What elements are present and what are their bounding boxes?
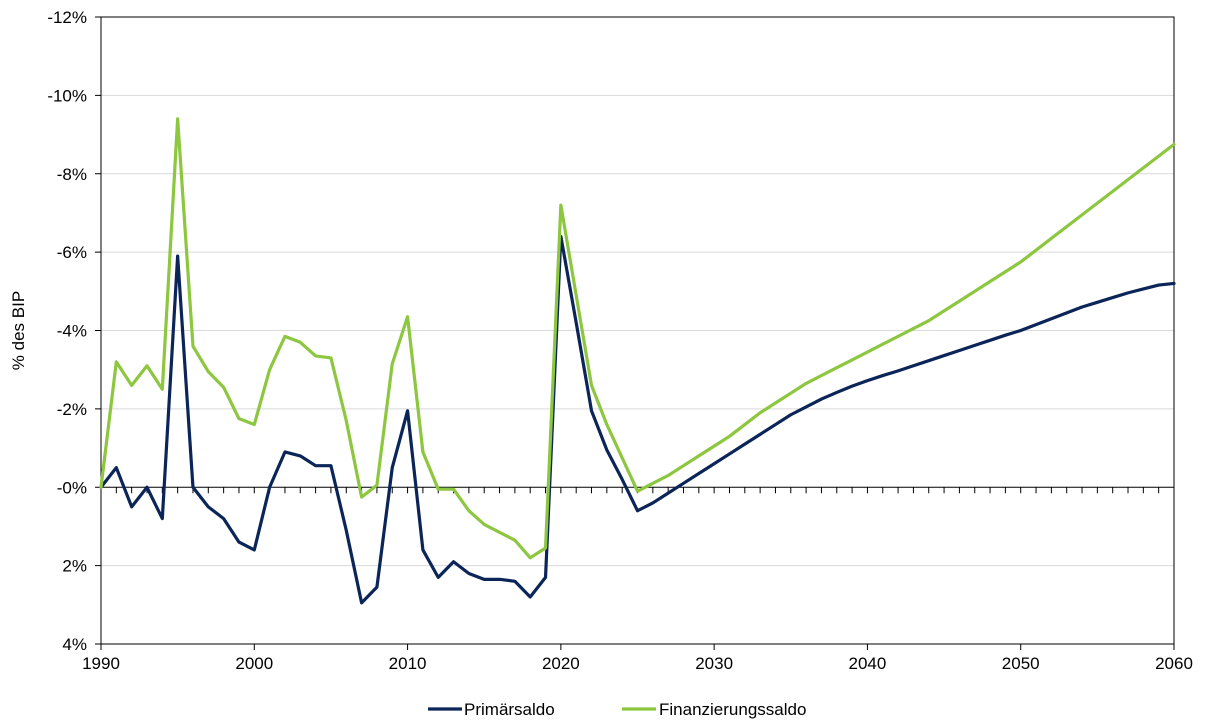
gridlines [101, 94, 1174, 567]
y-axis-tick-labels: -12% -10% -8% -6% -4% -2% -0% 2% 4% [47, 8, 87, 654]
x-tick-label: 2050 [1002, 654, 1040, 673]
x-tick-label: 2020 [542, 654, 580, 673]
x-tick-label: 2000 [235, 654, 273, 673]
y-axis-ticks [95, 16, 101, 645]
y-tick-label: -12% [47, 8, 87, 27]
y-tick-label: -4% [57, 322, 87, 341]
series-line-primaersaldo [99, 234, 1176, 605]
y-tick-label: -8% [57, 165, 87, 184]
legend-label: Finanzierungssaldo [659, 700, 806, 719]
legend: Primärsaldo Finanzierungssaldo [428, 700, 806, 719]
y-axis-title: % des BIP [9, 291, 28, 370]
series-line-finanzierungssaldo [99, 117, 1176, 560]
x-tick-label: 2060 [1155, 654, 1193, 673]
series-lines [99, 117, 1176, 605]
y-tick-label: 2% [62, 557, 87, 576]
y-tick-label: -10% [47, 86, 87, 105]
x-tick-label: 1990 [82, 654, 120, 673]
x-axis-ticks [100, 487, 1175, 650]
x-tick-label: 2040 [849, 654, 887, 673]
x-tick-label: 2030 [695, 654, 733, 673]
y-tick-label: 4% [62, 635, 87, 654]
y-tick-label: -0% [57, 478, 87, 497]
legend-label: Primärsaldo [464, 700, 555, 719]
y-tick-label: -6% [57, 243, 87, 262]
x-axis-tick-labels: 1990 2000 2010 2020 2030 2040 2050 2060 [82, 654, 1193, 673]
y-tick-label: -2% [57, 400, 87, 419]
x-tick-label: 2010 [389, 654, 427, 673]
